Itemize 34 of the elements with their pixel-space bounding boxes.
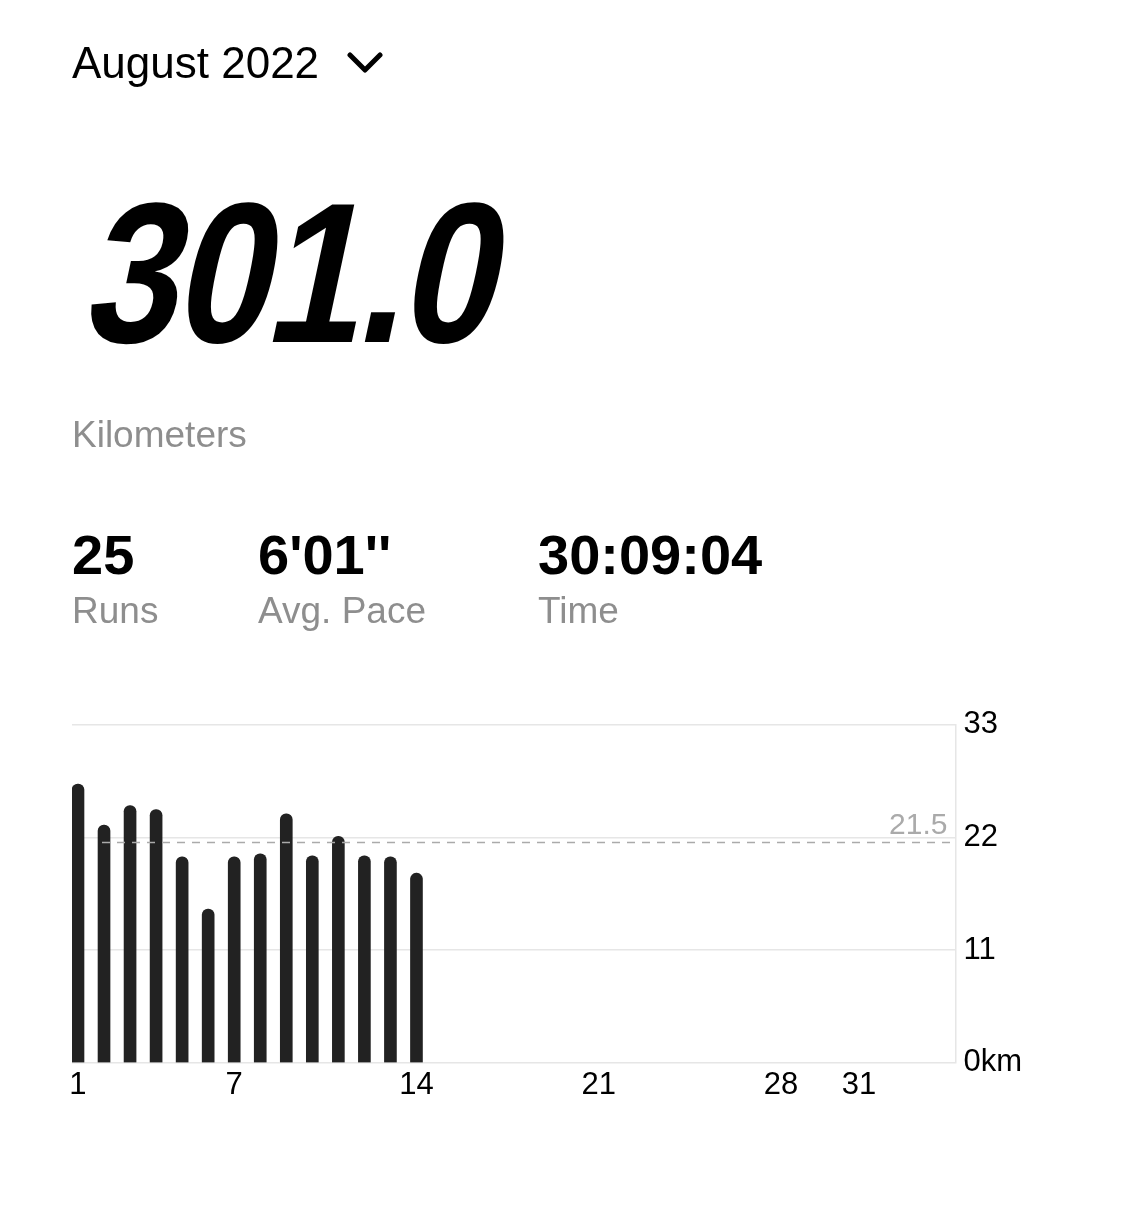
- x-tick-label: 31: [841, 1065, 877, 1101]
- text: 25: [72, 523, 136, 587]
- y-tick-label: 0km: [963, 1043, 1023, 1079]
- bar: [201, 908, 215, 1063]
- x-tick-label: 21: [581, 1065, 616, 1101]
- bar: [123, 805, 137, 1063]
- bar: [227, 856, 241, 1063]
- text: Kilometers: [72, 414, 247, 456]
- text: Time: [538, 589, 620, 633]
- x-tick-label: 28: [763, 1065, 799, 1101]
- text: 6'01'': [258, 523, 393, 587]
- text: Avg. Pace: [258, 589, 426, 633]
- ref-line-label: 21.5: [889, 806, 948, 840]
- text: 30:09:04: [538, 523, 763, 587]
- bar: [253, 853, 267, 1063]
- x-tick-label: 7: [225, 1065, 243, 1101]
- text: 301.0: [70, 160, 528, 386]
- bar: [384, 856, 397, 1063]
- y-tick-label: 22: [963, 817, 998, 853]
- bar: [279, 813, 293, 1063]
- bar: [358, 855, 371, 1063]
- x-tick-label: 14: [399, 1065, 434, 1101]
- bar: [97, 824, 111, 1063]
- bar: [72, 783, 85, 1063]
- y-tick-label: 11: [963, 930, 996, 966]
- bar: [305, 855, 319, 1063]
- bar: [410, 872, 423, 1063]
- x-tick-label: 1: [69, 1065, 87, 1101]
- bar: [332, 835, 345, 1063]
- bar: [149, 809, 163, 1063]
- bar: [175, 856, 189, 1063]
- text: Runs: [72, 589, 159, 633]
- y-tick-label: 33: [963, 705, 998, 741]
- chart-title: August 2022: [72, 38, 320, 88]
